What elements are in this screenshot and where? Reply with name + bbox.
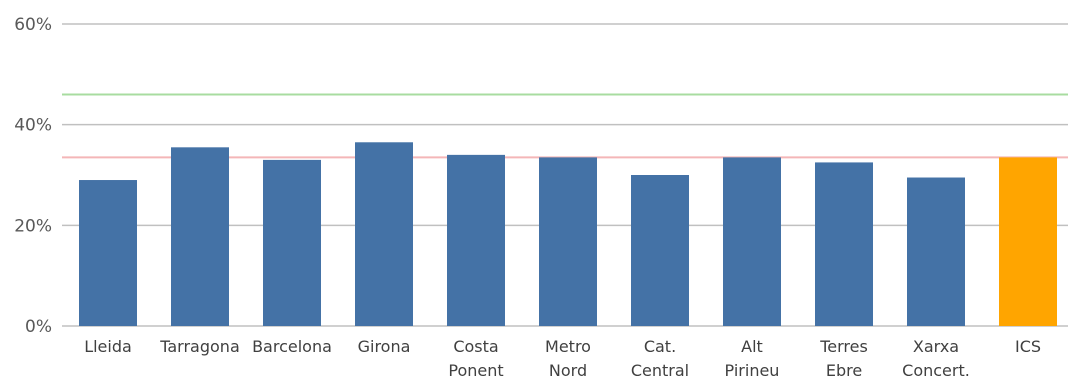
x-category-label: Xarxa: [913, 337, 959, 356]
x-category-label: Lleida: [84, 337, 132, 356]
x-category-label: Concert.: [902, 361, 970, 380]
x-category-label: Cat.: [644, 337, 676, 356]
bar: [999, 157, 1057, 326]
x-category-label: Nord: [549, 361, 587, 380]
bar: [723, 157, 781, 326]
x-category-label: Tarragona: [159, 337, 240, 356]
x-category-label: Terres: [819, 337, 868, 356]
y-tick-label: 20%: [14, 216, 52, 236]
x-category-label: Costa: [453, 337, 498, 356]
bar: [631, 175, 689, 326]
bar: [815, 162, 873, 326]
x-category-label: Metro: [545, 337, 591, 356]
x-axis-labels: Lleida Tarragona Barcelona Girona Costa Ponen…: [84, 337, 1041, 380]
bar: [447, 154, 505, 326]
x-category-label: Ebre: [826, 361, 862, 380]
x-category-label: Barcelona: [252, 337, 332, 356]
x-category-label: Girona: [358, 337, 411, 356]
x-category-label: Pirineu: [725, 361, 780, 380]
x-category-label: Central: [631, 361, 689, 380]
y-tick-label: 40%: [14, 116, 52, 136]
bar: [907, 177, 965, 326]
bar: [263, 159, 321, 326]
bar: [539, 157, 597, 326]
bar: [171, 147, 229, 326]
y-axis-ticks: 0% 20% 40% 60%: [14, 15, 52, 337]
bar: [355, 142, 413, 326]
x-category-label: Alt: [741, 337, 763, 356]
bars: [79, 142, 1057, 326]
bar: [79, 180, 137, 326]
y-tick-label: 0%: [25, 317, 52, 337]
x-category-label: Ponent: [448, 361, 503, 380]
x-category-label: ICS: [1015, 337, 1041, 356]
y-tick-label: 60%: [14, 15, 52, 35]
